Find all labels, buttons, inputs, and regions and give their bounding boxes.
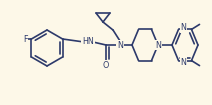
Text: N: N bbox=[117, 41, 123, 49]
Text: N: N bbox=[180, 58, 186, 67]
Text: HN: HN bbox=[82, 37, 94, 47]
Text: N: N bbox=[155, 41, 161, 49]
Text: N: N bbox=[180, 23, 186, 32]
Text: F: F bbox=[23, 35, 28, 43]
Text: O: O bbox=[103, 60, 109, 70]
